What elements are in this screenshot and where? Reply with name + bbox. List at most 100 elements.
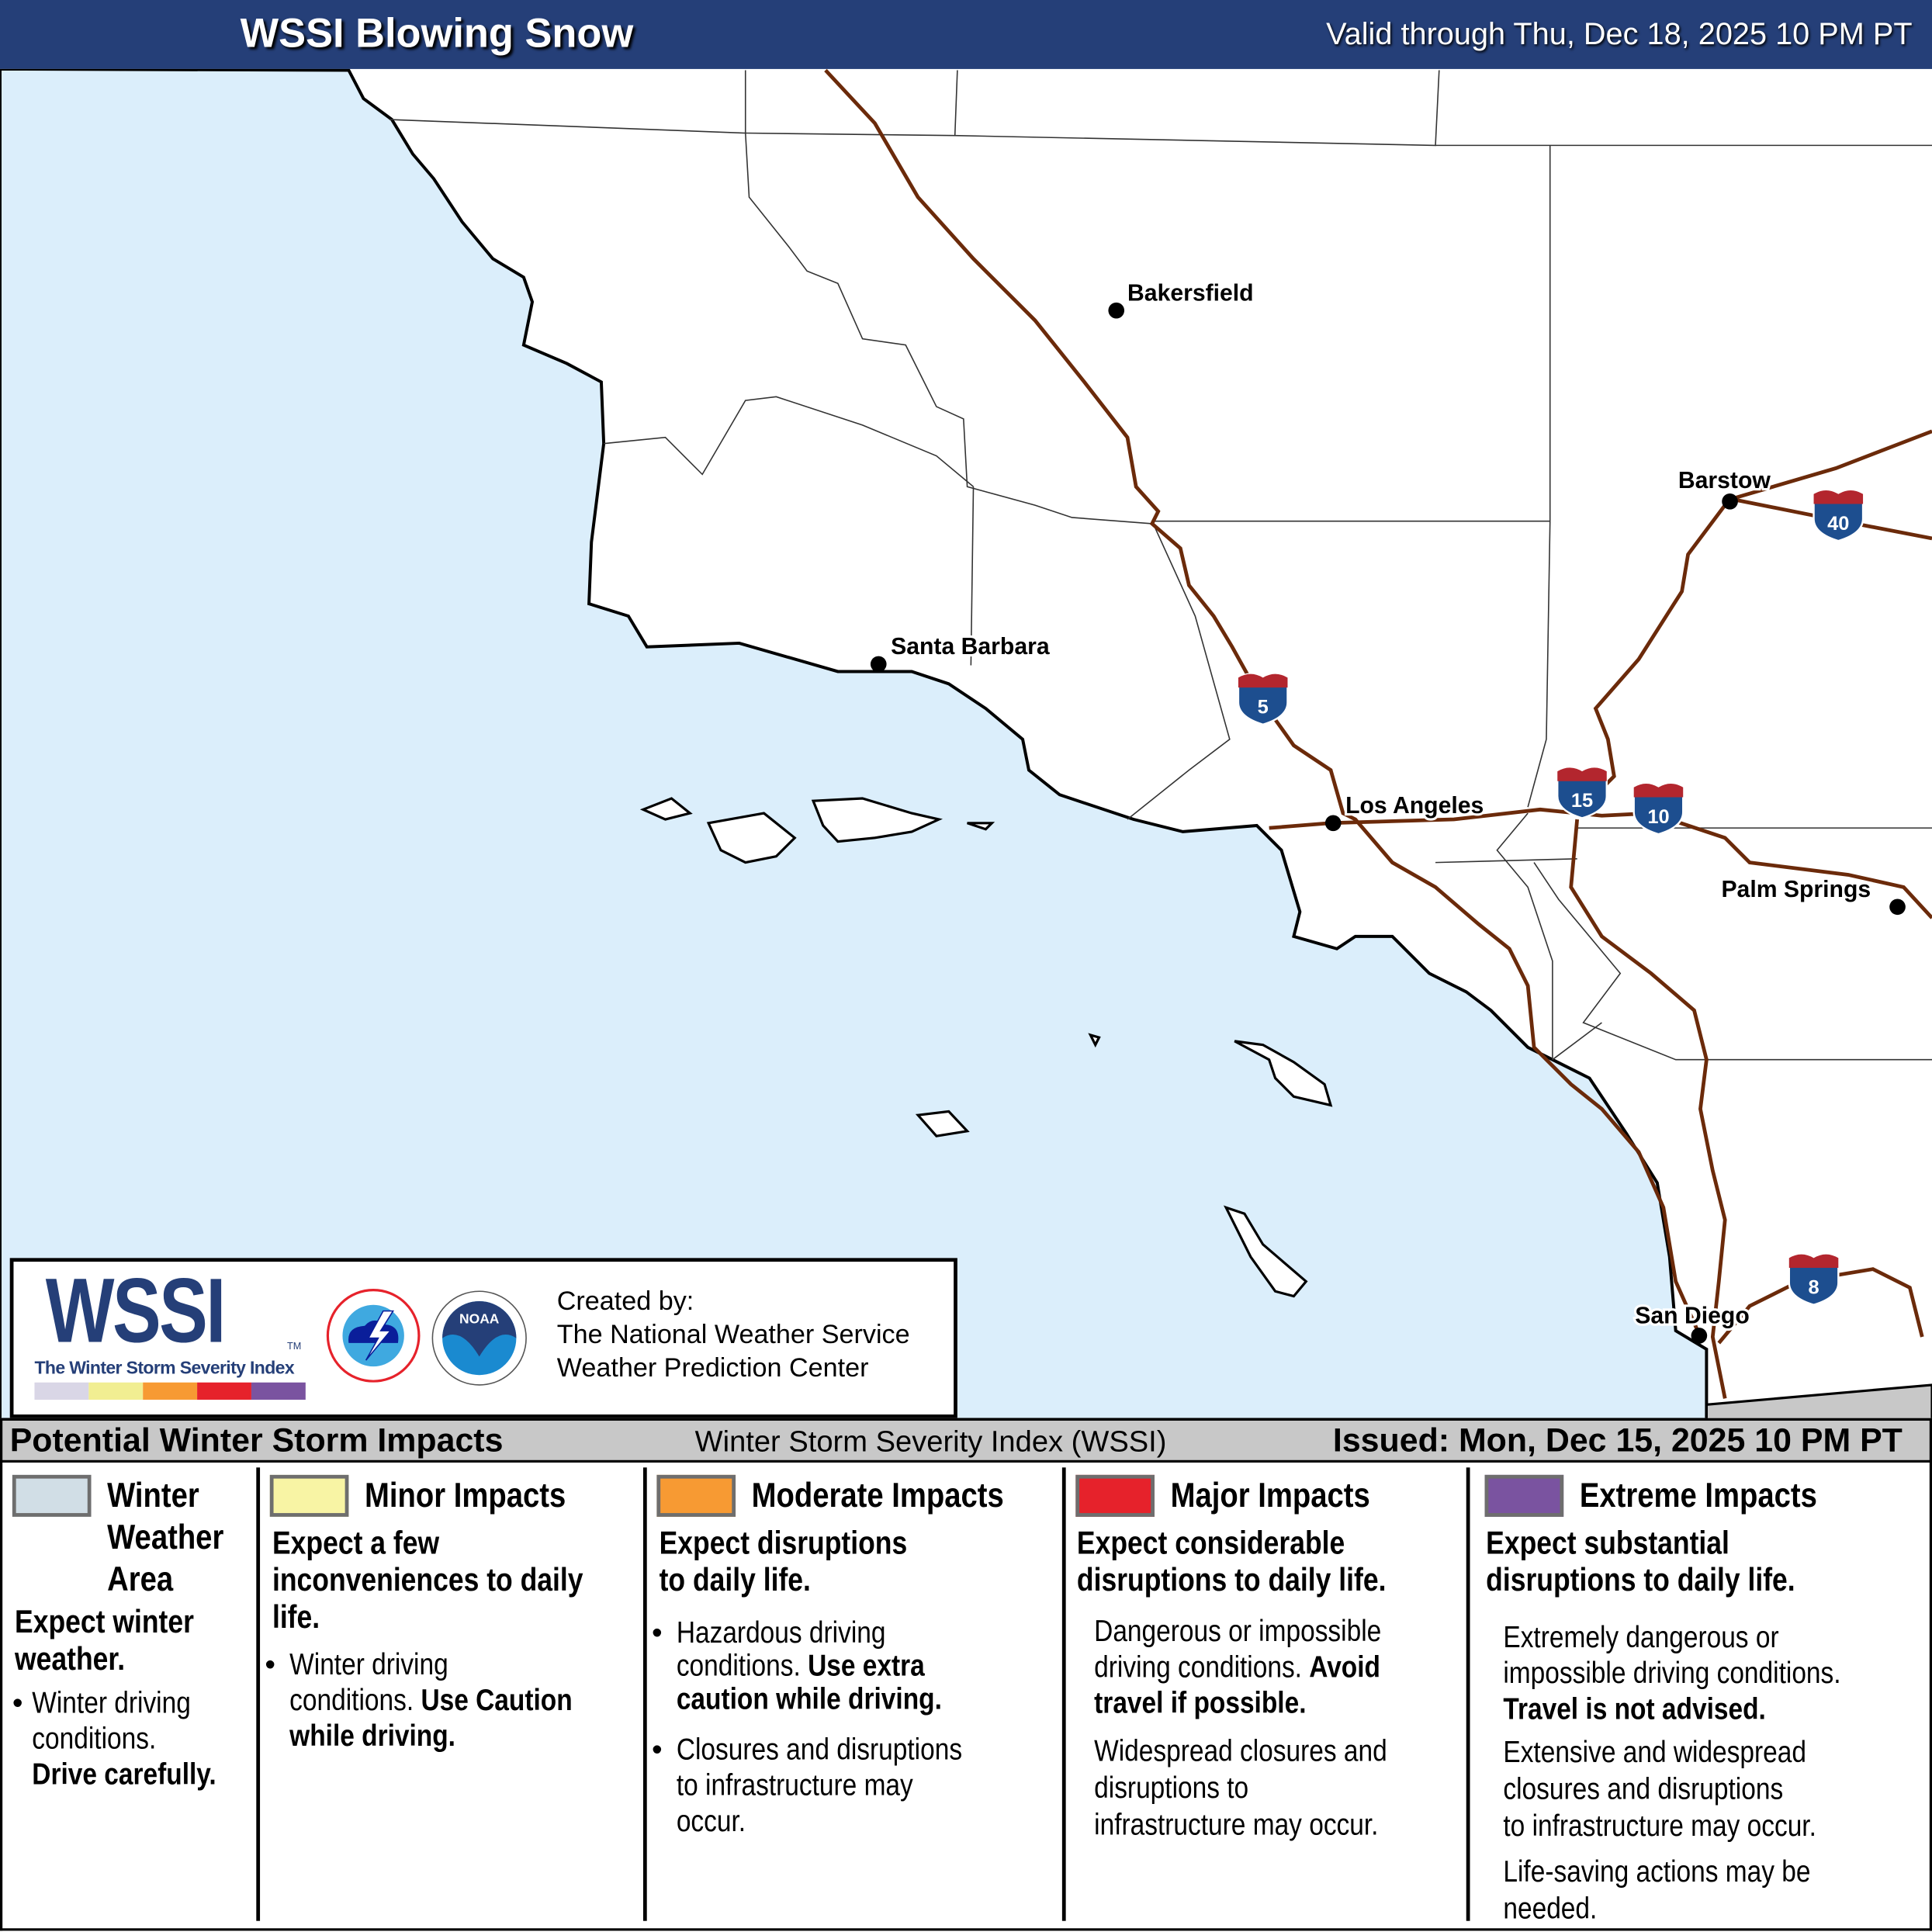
interstate-15-shield: 15 [1556,767,1608,819]
county-boundaries [389,70,1932,1061]
legend-moderate: Moderate Impacts Expect disruptions to d… [652,1474,1004,1839]
bullet-bold: Use extra [808,1650,925,1684]
interstate-number: 10 [1647,806,1669,828]
text-line: Extremely dangerous or [1503,1621,1779,1655]
category-title: Minor Impacts [365,1476,566,1515]
impact-legend: Winter Weather Area Expect winter weathe… [0,1459,1932,1931]
interstate-number: 8 [1808,1276,1819,1298]
lead-line: to daily life. [659,1561,811,1598]
created-by: Created by: The National Weather Service… [557,1285,910,1385]
swatch-major [1075,1474,1155,1517]
legend-extreme: Extreme Impacts Expect substantial disru… [1470,1460,1929,1928]
bullet-line: Hazardous driving [676,1616,886,1650]
lead-line: Expect substantial [1486,1524,1729,1562]
text-line: needed. [1503,1892,1598,1927]
text-bold: Avoid [1309,1650,1380,1684]
text-line: closures and disruptions [1503,1773,1784,1807]
lead-line: disruptions to daily life. [1486,1561,1795,1598]
map[interactable]: 5 15 10 40 8 Bakersfield Santa Barbara Los Ang… [0,68,1932,1420]
city-label: Los Angeles [1345,793,1484,819]
swatch-extreme [1484,1474,1564,1517]
mexico-region [1705,1383,1932,1420]
text-line: infrastructure may occur. [1094,1809,1379,1843]
lead-line: weather. [15,1639,126,1678]
bullet-plain: conditions. [676,1650,801,1684]
city-dot [1722,493,1738,510]
city-label: San Diego [1635,1304,1749,1329]
noaa-text: NOAA [459,1311,500,1327]
lead-line: Expect a few [272,1524,440,1562]
city-bakersfield[interactable]: Bakersfield [1108,278,1256,319]
category-title: Major Impacts [1170,1476,1370,1515]
org-nws: The National Weather Service [556,1319,910,1349]
text-bold: Travel is not advised. [1503,1692,1766,1726]
text-line: disruptions to [1094,1771,1249,1806]
city-los-angeles[interactable]: Los Angeles [1324,791,1486,832]
logo-box: WSSI TM The Winter Storm Severity Index … [9,1258,957,1418]
interstate-number: 15 [1571,790,1593,812]
islands [639,797,1333,1298]
interstate-number: 40 [1827,513,1849,535]
city-label: Bakersfield [1127,280,1254,306]
title-line: Weather [107,1518,224,1556]
bullet-bold: Use Caution [421,1684,573,1718]
interstate-5-shield: 5 [1237,673,1289,725]
bullet-line: conditions. [32,1723,157,1756]
title-line: Area [107,1560,174,1598]
city-dot [1691,1328,1708,1344]
bullet-bold: while driving. [289,1719,455,1754]
bullet-bold: caution while driving. [676,1683,942,1717]
interstate-8-shield: 8 [1788,1253,1840,1306]
lead-line: Expect disruptions [659,1524,908,1562]
legend-winter-weather: Winter Weather Area Expect winter weathe… [12,1474,224,1792]
valid-time: Valid through Thu, Dec 18, 2025 10 PM PT [1326,17,1913,52]
bullet-plain: conditions. [289,1684,414,1718]
bullet-line: occur. [676,1805,746,1839]
title-line: Winter [107,1476,199,1515]
text-line: Life-saving actions may be [1503,1855,1811,1889]
text-line: to infrastructure may occur. [1503,1809,1816,1844]
lead-line: Expect winter [15,1603,194,1640]
wssi-logo: WSSI [45,1259,227,1362]
nws-logo [326,1289,421,1383]
trademark: TM [287,1340,302,1352]
interstate-40-shield: 40 [1813,489,1864,542]
divider [256,1467,261,1921]
map-title: WSSI Blowing Snow [240,9,634,56]
city-san-diego[interactable]: San Diego [1633,1300,1752,1344]
text-plain: driving conditions. [1094,1650,1302,1684]
divider [1061,1467,1066,1921]
text-bold: travel if possible. [1094,1686,1307,1720]
city-dot [870,656,887,673]
text-line: Widespread closures and [1094,1734,1387,1768]
lead-line: Expect considerable [1076,1524,1345,1562]
lead-line: disruptions to daily life. [1076,1561,1387,1598]
city-barstow[interactable]: Barstow [1676,466,1774,510]
city-santa-barbara[interactable]: Santa Barbara [870,632,1052,673]
lead-line: inconveniences to daily [272,1561,583,1598]
swatch-winter [12,1474,92,1517]
issued-time: Issued: Mon, Dec 15, 2025 10 PM PT [1332,1421,1903,1459]
interstate-10-shield: 10 [1633,782,1684,836]
city-dot [1889,898,1906,916]
category-title: Moderate Impacts [751,1476,1004,1515]
bullet-line: Winter driving [289,1648,448,1682]
city-palm-springs[interactable]: Palm Springs [1719,874,1906,916]
swatch-minor [269,1474,349,1517]
legend-minor: Minor Impacts Expect a few inconvenience… [265,1474,583,1754]
header-bar: WSSI Blowing Snow Valid through Thu, Dec… [0,0,1932,69]
swatch-moderate [656,1474,736,1517]
divider [1466,1467,1470,1921]
wssi-color-bar [34,1382,306,1400]
bullet-line: Winter driving [32,1686,191,1720]
org-wpc: Weather Prediction Center [556,1352,869,1383]
legend-title: Potential Winter Storm Impacts [9,1421,504,1459]
city-label: Palm Springs [1721,877,1871,902]
city-label: Santa Barbara [891,634,1050,660]
city-label: Barstow [1678,468,1771,493]
text-line: Extensive and widespread [1503,1736,1806,1770]
legend-title-bar: Potential Winter Storm Impacts Winter St… [0,1418,1932,1463]
noaa-logo: NOAA [431,1290,527,1386]
text-line: Dangerous or impossible [1094,1615,1382,1649]
city-dot [1324,815,1342,832]
